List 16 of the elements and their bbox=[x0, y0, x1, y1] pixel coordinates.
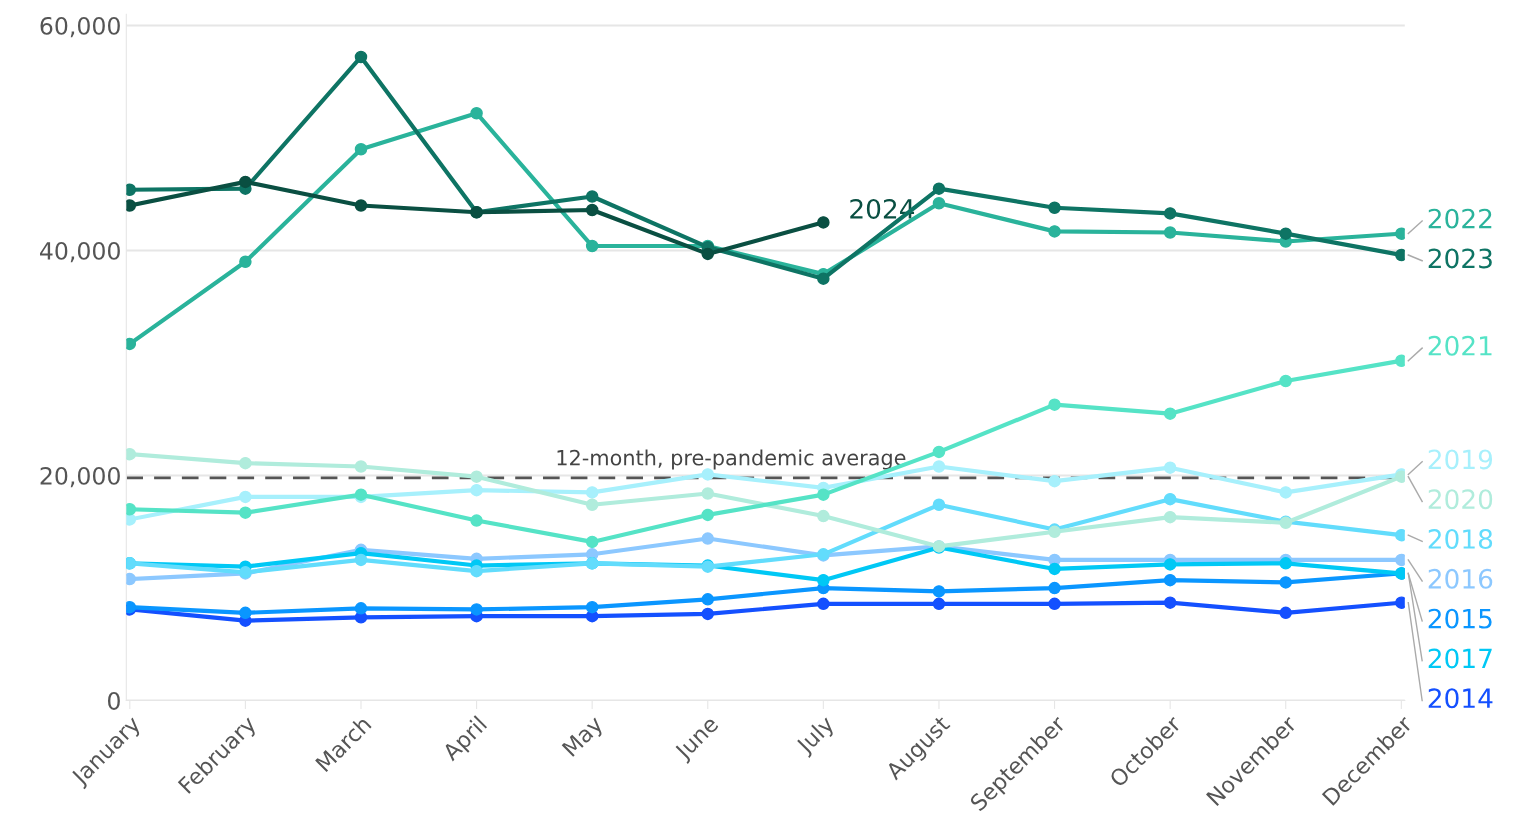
text: 2017 bbox=[1428, 648, 1492, 669]
series-label: 2015 bbox=[1428, 608, 1492, 629]
series-label: 2024 bbox=[850, 198, 915, 219]
ref-line-label: 12-month, pre-pandemic average bbox=[557, 449, 906, 470]
y-tick-label: 0 bbox=[108, 692, 120, 710]
series-label: 2020 bbox=[1428, 489, 1493, 510]
series-label: 2019 bbox=[1428, 449, 1493, 470]
y-tick-label: 40,000 bbox=[40, 241, 120, 263]
series-label: 2022 bbox=[1428, 208, 1492, 229]
y-tick-label: 20,000 bbox=[40, 466, 120, 488]
series-label: 2018 bbox=[1428, 529, 1493, 549]
series-label: 2021 bbox=[1428, 335, 1492, 356]
series-label: 2016 bbox=[1428, 568, 1493, 589]
series-label: 2023 bbox=[1428, 248, 1492, 269]
text: 2014 bbox=[1428, 688, 1493, 709]
y-tick-label: 60,000 bbox=[40, 16, 120, 38]
